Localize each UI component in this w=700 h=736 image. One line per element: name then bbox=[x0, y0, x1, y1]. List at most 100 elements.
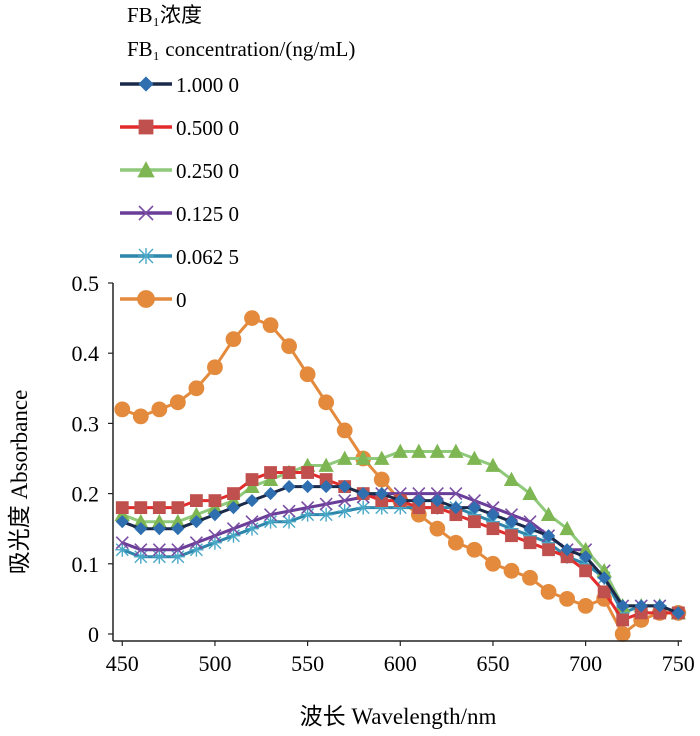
data-point bbox=[282, 480, 296, 494]
data-point bbox=[319, 507, 334, 522]
legend-swatch-marker bbox=[137, 290, 155, 308]
data-point bbox=[467, 494, 481, 508]
data-point bbox=[430, 487, 444, 501]
legend-label: 0.250 0 bbox=[176, 159, 239, 183]
marker-stroke bbox=[301, 501, 315, 515]
data-point bbox=[133, 549, 148, 564]
data-point bbox=[171, 522, 185, 536]
data-point bbox=[429, 520, 446, 537]
x-tick-label: 500 bbox=[198, 651, 231, 676]
x-axis-title: 波长 Wavelength/nm bbox=[300, 704, 497, 729]
data-point bbox=[115, 536, 129, 550]
data-point bbox=[319, 497, 333, 511]
data-point bbox=[208, 529, 222, 543]
marker-stroke bbox=[115, 536, 129, 550]
data-point bbox=[505, 529, 518, 543]
data-point bbox=[301, 466, 315, 479]
data-point bbox=[189, 536, 203, 550]
legend-item-1: 0.500 0 bbox=[120, 116, 239, 140]
data-point bbox=[226, 522, 241, 536]
data-point bbox=[338, 480, 352, 494]
data-point bbox=[245, 515, 259, 529]
marker-stroke bbox=[430, 487, 444, 501]
marker-stroke bbox=[263, 508, 278, 522]
data-point bbox=[356, 500, 371, 515]
axes bbox=[112, 283, 682, 642]
legend-title-line2: FB₁ concentration/(ng/mL) bbox=[127, 37, 355, 61]
legend-label: 0 bbox=[176, 288, 187, 312]
data-point bbox=[318, 394, 335, 411]
data-point bbox=[449, 501, 463, 515]
data-point bbox=[449, 487, 463, 501]
legend-swatch-marker bbox=[137, 161, 155, 178]
marker-stroke bbox=[134, 543, 148, 557]
data-point bbox=[375, 487, 389, 501]
data-point bbox=[355, 450, 371, 465]
y-tick-label: 0 bbox=[88, 622, 99, 647]
data-point bbox=[634, 599, 648, 613]
data-point bbox=[374, 450, 390, 465]
legend-title-line1: FB₁浓度 bbox=[127, 3, 202, 27]
marker-stroke bbox=[412, 487, 426, 501]
data-point bbox=[188, 380, 205, 397]
y-tick-label: 0.1 bbox=[72, 552, 100, 577]
x-tick-label: 750 bbox=[662, 651, 695, 676]
data-point bbox=[189, 515, 203, 529]
data-point bbox=[523, 522, 537, 536]
legend-swatch-marker bbox=[138, 119, 154, 135]
data-point bbox=[467, 501, 481, 515]
marker-stroke bbox=[226, 522, 241, 536]
data-point bbox=[132, 408, 149, 425]
data-point bbox=[282, 514, 297, 529]
data-point bbox=[392, 443, 408, 458]
data-point bbox=[134, 522, 148, 536]
series-0 bbox=[115, 480, 685, 620]
data-point bbox=[411, 443, 427, 458]
data-point bbox=[226, 501, 241, 515]
data-point bbox=[301, 501, 315, 515]
y-tick-label: 0.4 bbox=[72, 341, 100, 366]
legend-label: 1.000 0 bbox=[176, 73, 239, 97]
data-point bbox=[429, 443, 446, 458]
data-point bbox=[227, 487, 240, 500]
data-point bbox=[281, 338, 297, 355]
y-tick-label: 0.3 bbox=[72, 411, 100, 436]
marker-stroke bbox=[189, 536, 203, 550]
legend-swatch-marker bbox=[138, 76, 154, 92]
data-point bbox=[134, 501, 148, 515]
data-point bbox=[468, 515, 481, 529]
data-point bbox=[393, 494, 407, 508]
legend-item-3: 0.125 0 bbox=[120, 202, 239, 226]
data-point bbox=[337, 504, 352, 519]
data-point bbox=[336, 422, 353, 439]
data-point bbox=[579, 564, 593, 578]
marker-stroke bbox=[319, 497, 333, 511]
data-point bbox=[208, 508, 222, 522]
data-point bbox=[152, 501, 166, 515]
series-line bbox=[121, 450, 679, 615]
data-point bbox=[542, 543, 555, 557]
data-point bbox=[319, 480, 333, 494]
marker-stroke bbox=[208, 529, 222, 543]
data-point bbox=[522, 485, 538, 500]
data-point bbox=[262, 317, 279, 334]
data-point bbox=[337, 450, 353, 465]
data-point bbox=[466, 541, 483, 558]
ticks: 450 500 550 600 650 700 750 0 0.1 0.2 0.3 0.4 0.5 bbox=[72, 271, 695, 676]
data-point bbox=[616, 599, 630, 613]
legend: FB₁浓度 FB₁ concentration/(ng/mL) 1.000 0 0… bbox=[120, 3, 355, 312]
data-point bbox=[245, 494, 259, 508]
legend-item-2: 0.250 0 bbox=[120, 159, 239, 183]
series-layer bbox=[114, 310, 687, 642]
series-1 bbox=[115, 466, 685, 627]
data-point bbox=[540, 506, 557, 522]
data-point bbox=[190, 494, 203, 508]
data-point bbox=[152, 522, 166, 536]
data-point bbox=[299, 366, 316, 383]
data-point bbox=[448, 443, 464, 458]
data-point bbox=[263, 508, 278, 522]
data-point bbox=[151, 401, 168, 418]
marker-stroke bbox=[245, 515, 259, 529]
x-tick-label: 650 bbox=[476, 651, 509, 676]
